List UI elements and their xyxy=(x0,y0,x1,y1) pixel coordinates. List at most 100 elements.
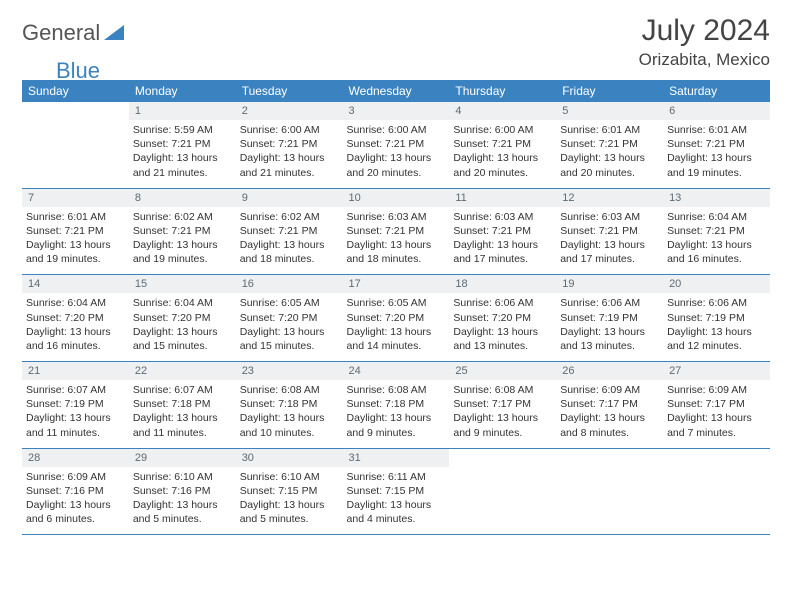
calendar-day-cell: 27Sunrise: 6:09 AMSunset: 7:17 PMDayligh… xyxy=(663,362,770,449)
calendar-day-cell: 4Sunrise: 6:00 AMSunset: 7:21 PMDaylight… xyxy=(449,102,556,188)
calendar-day-cell: 6Sunrise: 6:01 AMSunset: 7:21 PMDaylight… xyxy=(663,102,770,188)
calendar-table: SundayMondayTuesdayWednesdayThursdayFrid… xyxy=(22,80,770,535)
calendar-day-cell: 8Sunrise: 6:02 AMSunset: 7:21 PMDaylight… xyxy=(129,188,236,275)
day-details: Sunrise: 6:01 AMSunset: 7:21 PMDaylight:… xyxy=(663,120,770,188)
calendar-day-cell xyxy=(449,448,556,535)
calendar-week-row: 14Sunrise: 6:04 AMSunset: 7:20 PMDayligh… xyxy=(22,275,770,362)
brand-logo: General xyxy=(22,14,126,46)
title-block: July 2024 Orizabita, Mexico xyxy=(639,14,770,70)
weekday-header: Friday xyxy=(556,80,663,102)
calendar-day-cell: 3Sunrise: 6:00 AMSunset: 7:21 PMDaylight… xyxy=(343,102,450,188)
day-number: 14 xyxy=(22,275,129,293)
calendar-day-cell: 14Sunrise: 6:04 AMSunset: 7:20 PMDayligh… xyxy=(22,275,129,362)
day-details: Sunrise: 6:05 AMSunset: 7:20 PMDaylight:… xyxy=(343,293,450,361)
brand-triangle-icon xyxy=(104,22,124,45)
day-details: Sunrise: 6:00 AMSunset: 7:21 PMDaylight:… xyxy=(236,120,343,188)
day-details: Sunrise: 6:04 AMSunset: 7:20 PMDaylight:… xyxy=(22,293,129,361)
day-details: Sunrise: 6:03 AMSunset: 7:21 PMDaylight:… xyxy=(556,207,663,275)
calendar-day-cell: 26Sunrise: 6:09 AMSunset: 7:17 PMDayligh… xyxy=(556,362,663,449)
calendar-day-cell xyxy=(22,102,129,188)
day-details: Sunrise: 6:10 AMSunset: 7:15 PMDaylight:… xyxy=(236,467,343,535)
day-number: 15 xyxy=(129,275,236,293)
day-details: Sunrise: 6:04 AMSunset: 7:21 PMDaylight:… xyxy=(663,207,770,275)
day-details: Sunrise: 6:07 AMSunset: 7:19 PMDaylight:… xyxy=(22,380,129,448)
calendar-day-cell: 12Sunrise: 6:03 AMSunset: 7:21 PMDayligh… xyxy=(556,188,663,275)
calendar-header-row: SundayMondayTuesdayWednesdayThursdayFrid… xyxy=(22,80,770,102)
day-number: 17 xyxy=(343,275,450,293)
day-number: 24 xyxy=(343,362,450,380)
calendar-week-row: 1Sunrise: 5:59 AMSunset: 7:21 PMDaylight… xyxy=(22,102,770,188)
day-details: Sunrise: 6:08 AMSunset: 7:18 PMDaylight:… xyxy=(236,380,343,448)
day-number: 16 xyxy=(236,275,343,293)
day-number: 30 xyxy=(236,449,343,467)
calendar-week-row: 21Sunrise: 6:07 AMSunset: 7:19 PMDayligh… xyxy=(22,362,770,449)
day-details: Sunrise: 6:09 AMSunset: 7:16 PMDaylight:… xyxy=(22,467,129,535)
day-number: 29 xyxy=(129,449,236,467)
day-details: Sunrise: 6:02 AMSunset: 7:21 PMDaylight:… xyxy=(236,207,343,275)
weekday-header: Sunday xyxy=(22,80,129,102)
calendar-day-cell: 1Sunrise: 5:59 AMSunset: 7:21 PMDaylight… xyxy=(129,102,236,188)
day-number: 2 xyxy=(236,102,343,120)
day-number: 10 xyxy=(343,189,450,207)
day-details: Sunrise: 6:00 AMSunset: 7:21 PMDaylight:… xyxy=(449,120,556,188)
day-details: Sunrise: 5:59 AMSunset: 7:21 PMDaylight:… xyxy=(129,120,236,188)
day-details: Sunrise: 6:08 AMSunset: 7:18 PMDaylight:… xyxy=(343,380,450,448)
calendar-day-cell: 22Sunrise: 6:07 AMSunset: 7:18 PMDayligh… xyxy=(129,362,236,449)
calendar-day-cell: 28Sunrise: 6:09 AMSunset: 7:16 PMDayligh… xyxy=(22,448,129,535)
day-number: 6 xyxy=(663,102,770,120)
month-title: July 2024 xyxy=(639,14,770,48)
calendar-day-cell: 19Sunrise: 6:06 AMSunset: 7:19 PMDayligh… xyxy=(556,275,663,362)
calendar-day-cell: 16Sunrise: 6:05 AMSunset: 7:20 PMDayligh… xyxy=(236,275,343,362)
calendar-day-cell: 21Sunrise: 6:07 AMSunset: 7:19 PMDayligh… xyxy=(22,362,129,449)
day-details: Sunrise: 6:00 AMSunset: 7:21 PMDaylight:… xyxy=(343,120,450,188)
calendar-day-cell: 15Sunrise: 6:04 AMSunset: 7:20 PMDayligh… xyxy=(129,275,236,362)
day-number: 18 xyxy=(449,275,556,293)
weekday-header: Monday xyxy=(129,80,236,102)
day-details: Sunrise: 6:04 AMSunset: 7:20 PMDaylight:… xyxy=(129,293,236,361)
day-number: 27 xyxy=(663,362,770,380)
calendar-day-cell: 2Sunrise: 6:00 AMSunset: 7:21 PMDaylight… xyxy=(236,102,343,188)
weekday-header: Thursday xyxy=(449,80,556,102)
calendar-week-row: 7Sunrise: 6:01 AMSunset: 7:21 PMDaylight… xyxy=(22,188,770,275)
day-number: 26 xyxy=(556,362,663,380)
calendar-day-cell: 23Sunrise: 6:08 AMSunset: 7:18 PMDayligh… xyxy=(236,362,343,449)
day-number: 12 xyxy=(556,189,663,207)
weekday-header: Wednesday xyxy=(343,80,450,102)
calendar-body: 1Sunrise: 5:59 AMSunset: 7:21 PMDaylight… xyxy=(22,102,770,535)
day-number: 13 xyxy=(663,189,770,207)
location-text: Orizabita, Mexico xyxy=(639,50,770,70)
calendar-day-cell: 17Sunrise: 6:05 AMSunset: 7:20 PMDayligh… xyxy=(343,275,450,362)
page-header: General July 2024 Orizabita, Mexico xyxy=(22,14,770,70)
calendar-day-cell: 31Sunrise: 6:11 AMSunset: 7:15 PMDayligh… xyxy=(343,448,450,535)
day-details: Sunrise: 6:01 AMSunset: 7:21 PMDaylight:… xyxy=(22,207,129,275)
day-details: Sunrise: 6:06 AMSunset: 7:20 PMDaylight:… xyxy=(449,293,556,361)
day-number: 31 xyxy=(343,449,450,467)
calendar-day-cell: 9Sunrise: 6:02 AMSunset: 7:21 PMDaylight… xyxy=(236,188,343,275)
day-details: Sunrise: 6:09 AMSunset: 7:17 PMDaylight:… xyxy=(663,380,770,448)
day-number: 23 xyxy=(236,362,343,380)
day-number: 5 xyxy=(556,102,663,120)
calendar-day-cell xyxy=(556,448,663,535)
day-details: Sunrise: 6:01 AMSunset: 7:21 PMDaylight:… xyxy=(556,120,663,188)
day-details: Sunrise: 6:07 AMSunset: 7:18 PMDaylight:… xyxy=(129,380,236,448)
calendar-week-row: 28Sunrise: 6:09 AMSunset: 7:16 PMDayligh… xyxy=(22,448,770,535)
weekday-header: Tuesday xyxy=(236,80,343,102)
day-number: 28 xyxy=(22,449,129,467)
day-number: 19 xyxy=(556,275,663,293)
calendar-day-cell: 30Sunrise: 6:10 AMSunset: 7:15 PMDayligh… xyxy=(236,448,343,535)
day-details: Sunrise: 6:09 AMSunset: 7:17 PMDaylight:… xyxy=(556,380,663,448)
day-details: Sunrise: 6:05 AMSunset: 7:20 PMDaylight:… xyxy=(236,293,343,361)
day-number: 1 xyxy=(129,102,236,120)
calendar-day-cell: 13Sunrise: 6:04 AMSunset: 7:21 PMDayligh… xyxy=(663,188,770,275)
calendar-day-cell: 24Sunrise: 6:08 AMSunset: 7:18 PMDayligh… xyxy=(343,362,450,449)
day-number: 8 xyxy=(129,189,236,207)
calendar-day-cell: 29Sunrise: 6:10 AMSunset: 7:16 PMDayligh… xyxy=(129,448,236,535)
calendar-day-cell: 5Sunrise: 6:01 AMSunset: 7:21 PMDaylight… xyxy=(556,102,663,188)
brand-word-2: Blue xyxy=(56,58,100,83)
day-number: 3 xyxy=(343,102,450,120)
day-details: Sunrise: 6:10 AMSunset: 7:16 PMDaylight:… xyxy=(129,467,236,535)
day-number: 22 xyxy=(129,362,236,380)
day-number: 7 xyxy=(22,189,129,207)
calendar-day-cell: 10Sunrise: 6:03 AMSunset: 7:21 PMDayligh… xyxy=(343,188,450,275)
brand-word-1: General xyxy=(22,20,100,46)
